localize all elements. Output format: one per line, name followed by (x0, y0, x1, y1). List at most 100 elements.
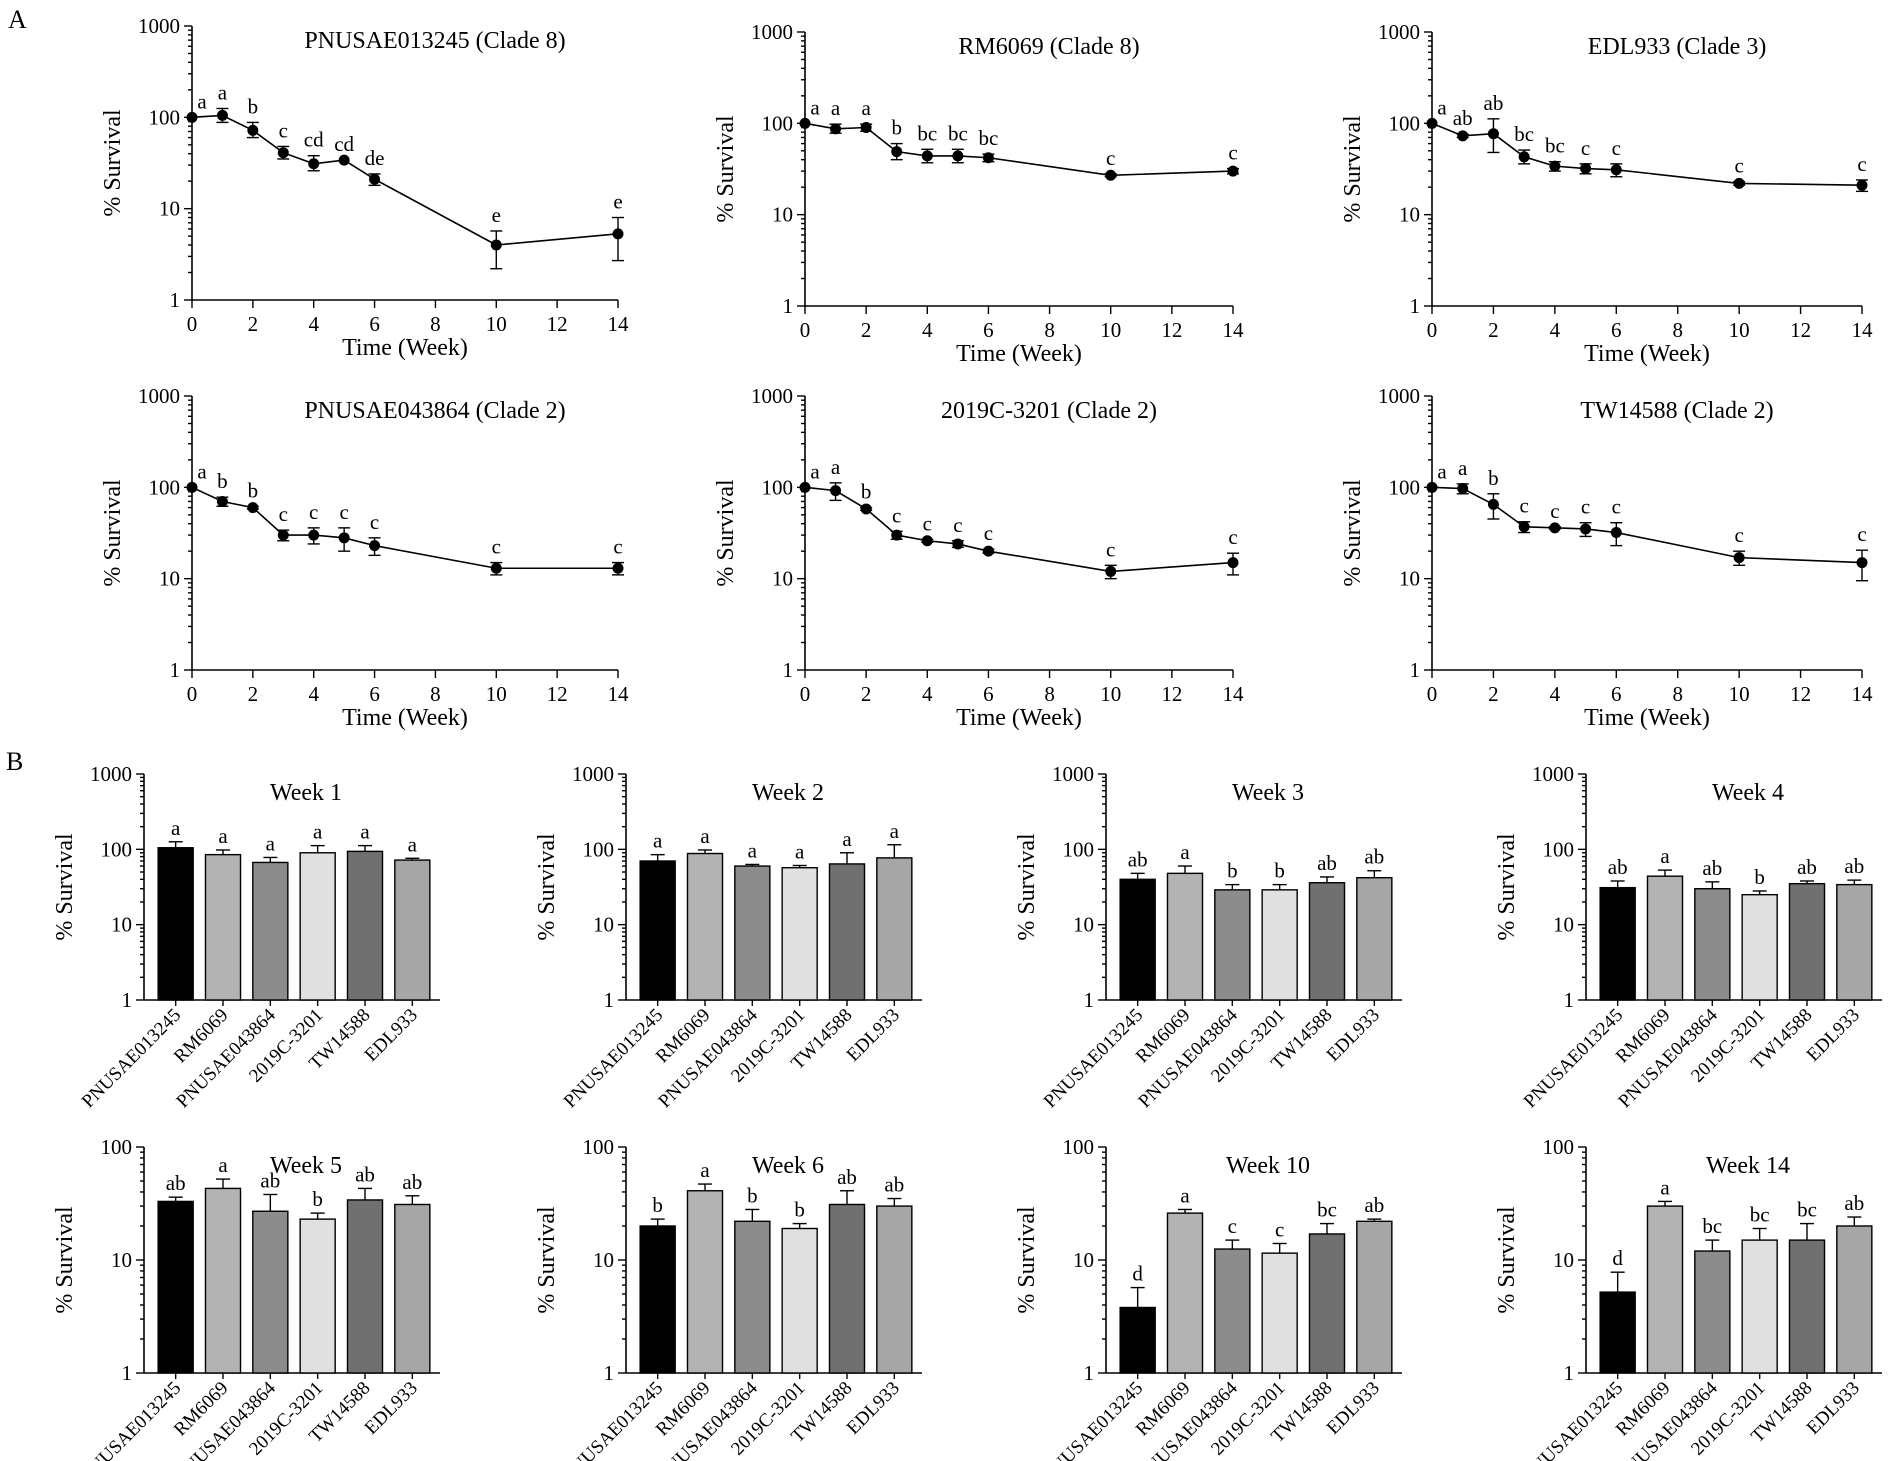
bar-RM6069 (204, 853, 242, 1001)
x-tick-label: 6 (369, 312, 380, 336)
chart-title: Week 4 (1712, 780, 1784, 806)
significance-letter: ab (884, 1173, 904, 1197)
x-axis-label: Time (Week) (956, 705, 1082, 731)
x-tick-label: 0 (1427, 318, 1438, 342)
line-chart-4: 1 10 100 1000 % Survival 0 2 4 6 8 10 12 14 Time (Wee… (100, 384, 629, 731)
bar-RM6069 (686, 852, 724, 1001)
significance-letter: c (984, 521, 993, 545)
y-tick-label: 1000 (1378, 20, 1420, 44)
x-category-label: EDL933 (1803, 1005, 1864, 1066)
bar-RM6069 (204, 1187, 242, 1374)
y-tick-label: 1000 (90, 762, 132, 786)
x-tick-label: 8 (1044, 318, 1055, 342)
y-tick-label: 100 (1543, 837, 1575, 861)
y-tick-label: 10 (159, 197, 180, 221)
significance-letter: a (408, 832, 418, 856)
bar-PNUSAE013245 (639, 860, 676, 1001)
data-point (308, 158, 320, 170)
bar-RM6069 (1166, 1212, 1204, 1374)
y-tick-label: 1 (1410, 294, 1421, 318)
chart-title: Week 14 (1706, 1153, 1790, 1179)
x-tick-label: 8 (1044, 682, 1055, 706)
significance-letter: ab (260, 1168, 280, 1192)
chart-title: Week 10 (1226, 1153, 1310, 1179)
significance-letter: b (312, 1187, 323, 1211)
x-category-label: PNUSAE013245 (78, 1005, 185, 1112)
significance-letter: b (747, 1183, 758, 1207)
x-category-label: EDL933 (1323, 1005, 1384, 1066)
y-axis-label: % Survival (1494, 833, 1520, 941)
x-tick-label: 12 (1161, 318, 1182, 342)
x-tick-label: 12 (547, 682, 568, 706)
bar-chart-2: 1 10 100 1000 % Survival Week 2 a PNUSAE013245 a… (534, 762, 922, 1112)
chart-title: 2019C-3201 (Clade 2) (941, 398, 1157, 424)
y-tick-label: 1 (1084, 988, 1095, 1012)
x-tick-label: 8 (430, 682, 441, 706)
significance-letter: a (810, 459, 820, 483)
significance-letter: ab (1128, 847, 1148, 871)
y-axis-label: % Survival (713, 115, 739, 223)
bar-PNUSAE043864 (734, 865, 771, 1001)
x-tick-label: 6 (1611, 682, 1622, 706)
y-tick-label: 100 (1389, 475, 1421, 499)
x-tick-label: 10 (1100, 318, 1121, 342)
significance-letter: c (1106, 146, 1115, 170)
data-point (216, 495, 228, 507)
x-tick-label: 8 (1672, 682, 1683, 706)
bar-PNUSAE043864 (1214, 889, 1251, 1001)
data-point (216, 109, 228, 121)
x-axis-label: Time (Week) (342, 335, 468, 361)
bar-EDL933 (1836, 1225, 1873, 1374)
significance-letter: ab (355, 1162, 375, 1186)
bar-EDL933 (394, 859, 431, 1001)
significance-letter: c (923, 511, 932, 535)
significance-letter: b (248, 478, 259, 502)
significance-letter: ab (837, 1165, 857, 1189)
data-point (186, 481, 198, 493)
significance-letter: bc (1317, 1198, 1337, 1222)
data-point (308, 529, 320, 541)
data-point (490, 239, 502, 251)
data-point (799, 481, 811, 493)
significance-letter: c (1228, 1214, 1237, 1238)
significance-letter: a (313, 820, 323, 844)
significance-letter: bc (1750, 1203, 1770, 1227)
chart-title: RM6069 (Clade 8) (958, 34, 1139, 60)
bar-2019C-3201 (1261, 1252, 1298, 1374)
significance-letter: b (1488, 466, 1499, 490)
chart-title: PNUSAE013245 (Clade 8) (304, 28, 565, 54)
bar-PNUSAE013245 (157, 1200, 194, 1374)
significance-letter: ab (1702, 856, 1722, 880)
significance-letter: c (892, 503, 901, 527)
significance-letter: c (613, 535, 622, 559)
significance-letter: b (794, 1198, 805, 1222)
significance-letter: c (1228, 141, 1237, 165)
significance-letter: c (1734, 523, 1743, 547)
significance-letter: a (861, 96, 871, 120)
y-axis-label: % Survival (713, 479, 739, 587)
y-tick-label: 10 (772, 567, 793, 591)
data-point (830, 123, 842, 135)
x-tick-label: 2 (861, 318, 872, 342)
bar-PNUSAE043864 (1214, 1248, 1251, 1374)
data-point (1426, 481, 1438, 493)
bar-RM6069 (1166, 872, 1204, 1001)
y-axis-label: % Survival (534, 833, 560, 941)
y-axis-label: % Survival (1340, 115, 1366, 223)
x-tick-label: 4 (308, 682, 319, 706)
bar-EDL933 (876, 1205, 913, 1374)
bar-2019C-3201 (781, 867, 818, 1001)
data-point (891, 529, 903, 541)
bar-RM6069 (1646, 1205, 1684, 1374)
bar-PNUSAE043864 (252, 1210, 289, 1374)
x-tick-label: 2 (1488, 682, 1499, 706)
bar-TW14588 (346, 1199, 384, 1374)
significance-letter: c (339, 500, 348, 524)
significance-letter: a (890, 819, 900, 843)
line-chart-6: 1 10 100 1000 % Survival 0 2 4 6 8 10 12 14 Time (Wee… (1340, 384, 1873, 731)
significance-letter: a (171, 816, 181, 840)
data-point (1610, 527, 1622, 539)
bar-chart-1: 1 10 100 1000 % Survival Week 1 a PNUSAE013245 a… (52, 762, 440, 1112)
data-point (1856, 557, 1868, 569)
